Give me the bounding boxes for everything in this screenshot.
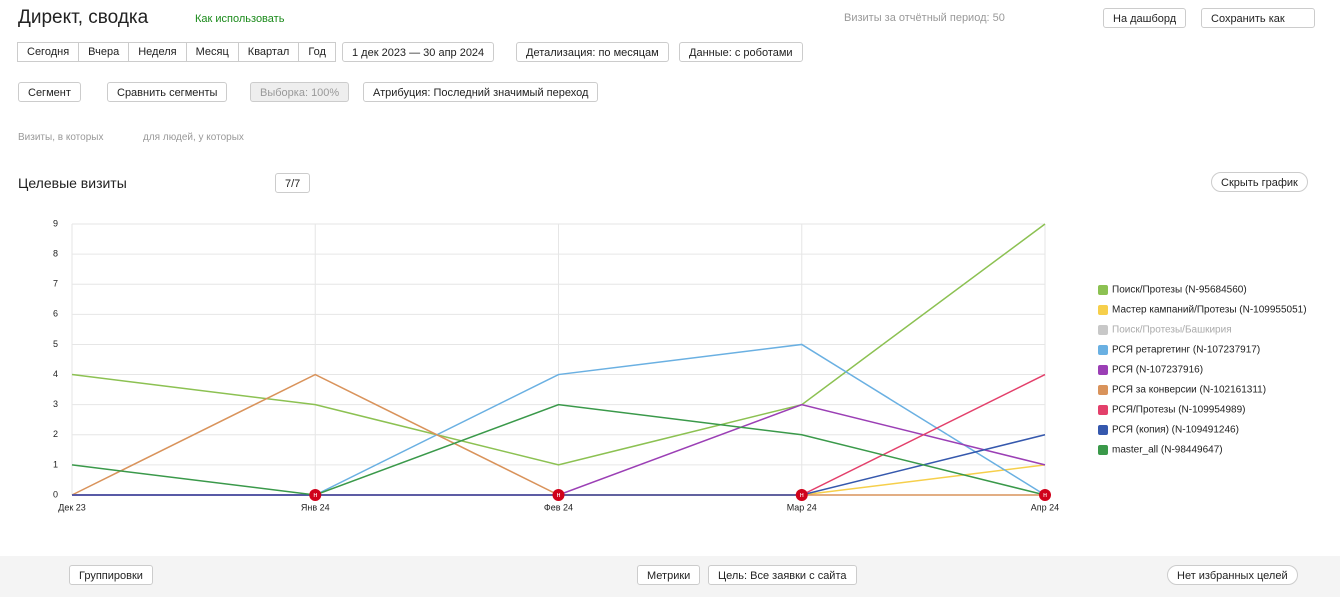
compare-button[interactable]: Сравнить сегменты	[107, 82, 228, 102]
annotation-label: н	[1043, 492, 1047, 499]
dashboard-button[interactable]: На дашборд	[1103, 8, 1187, 28]
x-tick-label: Дек 23	[58, 502, 86, 512]
help-link[interactable]: Как использовать	[195, 13, 285, 25]
legend-checkbox	[1098, 445, 1108, 455]
x-tick-label: Фев 24	[544, 502, 573, 512]
legend-checkbox	[1098, 425, 1108, 435]
sample-button[interactable]: Выборка: 100%	[250, 82, 350, 102]
annotation-marker	[309, 489, 322, 501]
legend-label: РСЯ за конверсии (N-102161311)	[1112, 385, 1266, 396]
annotation-marker	[795, 489, 808, 501]
legend-label: master_all (N-98449647)	[1112, 445, 1223, 456]
period-button[interactable]: Месяц	[185, 42, 239, 62]
legend-checkbox	[1098, 305, 1108, 315]
y-tick-label: 9	[53, 218, 58, 228]
date-range[interactable]: 1 дек 2023 — 30 апр 2024	[342, 42, 495, 62]
legend-checkbox	[1098, 325, 1108, 335]
y-tick-label: 5	[53, 339, 58, 349]
legend-checkbox	[1098, 345, 1108, 355]
legend-checkbox	[1098, 405, 1108, 415]
legend-label: РСЯ/Протезы (N-109954989)	[1112, 405, 1246, 416]
y-tick-label: 2	[53, 429, 58, 439]
attribution-select[interactable]: Атрибуция: Последний значимый переход	[363, 82, 599, 102]
legend-checkbox	[1098, 285, 1108, 295]
chart: 0 1 2 3 4 5 6 7 8 9 Дек 23 Янв 24 Фев 24 Мар 24 Апр 24…	[53, 218, 1307, 512]
filter-people: для людей, у которых	[143, 132, 244, 143]
legend-label: Поиск/Протезы (N-95684560)	[1112, 285, 1247, 296]
series-line	[71, 223, 1046, 466]
period-button[interactable]: Неделя	[128, 42, 187, 62]
chart-title: Целевые визиты	[18, 175, 127, 191]
robots-select[interactable]: Данные: с роботами	[679, 42, 803, 62]
annotation-label: н	[800, 492, 804, 499]
filter-visits: Визиты, в которых	[18, 132, 104, 143]
legend-checkbox	[1098, 365, 1108, 375]
title: Директ, сводка	[18, 7, 149, 28]
y-tick-label: 3	[53, 399, 58, 409]
period-button[interactable]: Квартал	[237, 42, 300, 62]
legend-checkbox	[1098, 385, 1108, 395]
x-tick-label: Мар 24	[787, 502, 817, 512]
annotation-label: н	[557, 492, 561, 499]
legend-label: РСЯ (копия) (N-109491246)	[1112, 425, 1239, 436]
series-count[interactable]: 7/7	[275, 173, 311, 193]
annotation-marker	[552, 489, 565, 501]
hide-chart[interactable]: Скрыть график	[1211, 172, 1308, 192]
legend-label: Поиск/Протезы/Башкирия	[1112, 325, 1232, 336]
y-tick-label: 1	[53, 459, 58, 469]
period-button[interactable]: Год	[298, 42, 336, 62]
favorites-button[interactable]: Нет избранных целей	[1167, 565, 1298, 585]
legend-label: Мастер кампаний/Протезы (N-109955051)	[1112, 305, 1307, 316]
groupings-button[interactable]: Группировки	[69, 565, 153, 585]
legend-label: РСЯ (N-107237916)	[1112, 365, 1203, 376]
series-line	[71, 403, 1046, 496]
period-group: Сегодня Вчера Неделя Месяц Квартал Год	[17, 42, 336, 62]
x-tick-label: Янв 24	[301, 502, 330, 512]
visits-count: Визиты за отчётный период: 50	[844, 12, 1005, 24]
period-button[interactable]: Сегодня	[17, 42, 80, 62]
save-button[interactable]: Сохранить как	[1201, 8, 1315, 28]
goal-select[interactable]: Цель: Все заявки с сайта	[708, 565, 857, 585]
x-tick-label: Апр 24	[1031, 502, 1059, 512]
y-tick-label: 4	[53, 369, 58, 379]
y-tick-label: 6	[53, 309, 58, 319]
annotation-label: н	[313, 492, 317, 499]
metrics-button[interactable]: Метрики	[637, 565, 701, 585]
annotation-marker	[1039, 489, 1051, 501]
y-tick-label: 7	[53, 279, 58, 289]
y-tick-label: 8	[53, 248, 58, 258]
period-button[interactable]: Вчера	[78, 42, 130, 62]
segment-button[interactable]: Сегмент	[18, 82, 81, 102]
y-tick-label: 0	[53, 489, 58, 499]
detail-select[interactable]: Детализация: по месяцам	[516, 42, 669, 62]
legend-label: РСЯ ретаргетинг (N-107237917)	[1112, 345, 1260, 356]
